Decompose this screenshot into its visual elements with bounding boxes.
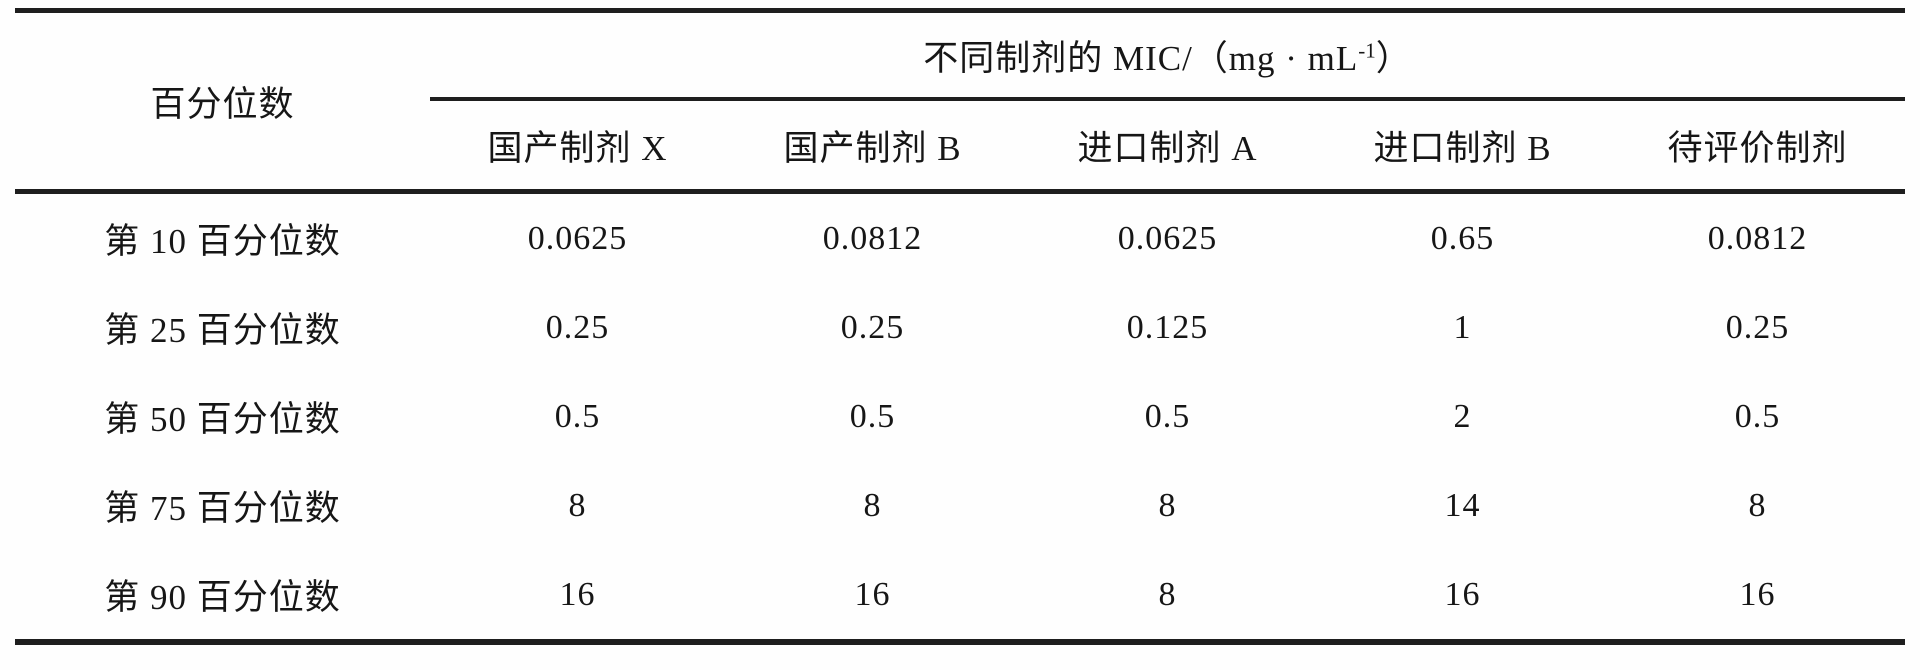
- value-cell: 8: [568, 486, 587, 524]
- value-cell: 0.0812: [822, 219, 923, 257]
- row-label-p25: 第 25 百分位数: [104, 311, 341, 350]
- row-label-p50: 第 50 百分位数: [104, 400, 341, 439]
- stub-header-percentile: 百分位数: [150, 84, 295, 124]
- value-cell: 1: [1453, 308, 1472, 346]
- row-label-p75: 第 75 百分位数: [104, 489, 341, 528]
- spanner-text-prefix: 不同制剂的 MIC/（mg · mL: [923, 38, 1359, 78]
- unit-superscript: -1: [1358, 37, 1376, 62]
- value-cell: 0.0625: [1117, 219, 1218, 257]
- column-header-imported-a: 进口制剂 A: [1020, 97, 1315, 192]
- spanner-header-mic-unit: 不同制剂的 MIC/（mg · mL-1）: [430, 11, 1905, 100]
- column-header-domestic-x: 国产制剂 X: [430, 97, 725, 192]
- spanner-text-suffix: ）: [1375, 38, 1412, 78]
- table-row-p75: 第 75 百分位数 8 8 8 14 8: [15, 461, 1905, 550]
- column-header-imported-b: 进口制剂 B: [1315, 97, 1610, 192]
- value-cell: 0.5: [554, 397, 601, 435]
- value-cell: 8: [1158, 486, 1177, 524]
- value-cell: 8: [863, 486, 882, 524]
- table-body: 第 10 百分位数 0.0625 0.0812 0.0625 0.65 0.08…: [15, 192, 1905, 643]
- value-cell: 8: [1748, 486, 1767, 524]
- value-cell: 16: [559, 575, 596, 613]
- value-cell: 14: [1444, 486, 1481, 524]
- mic-percentile-table: 百分位数 不同制剂的 MIC/（mg · mL-1） 国产制剂 X 国产制剂 B…: [15, 8, 1906, 645]
- value-cell: 8: [1158, 575, 1177, 613]
- row-label-p10: 第 10 百分位数: [104, 222, 341, 261]
- value-cell: 0.125: [1126, 308, 1209, 346]
- table-row-p90: 第 90 百分位数 16 16 8 16 16: [15, 550, 1905, 642]
- row-label-p90: 第 90 百分位数: [104, 578, 341, 617]
- column-header-to-evaluate: 待评价制剂: [1610, 97, 1906, 192]
- value-cell: 0.25: [1725, 308, 1790, 346]
- table-row-p25: 第 25 百分位数 0.25 0.25 0.125 1 0.25: [15, 283, 1905, 372]
- value-cell: 2: [1453, 397, 1472, 435]
- value-cell: 16: [854, 575, 891, 613]
- value-cell: 0.25: [545, 308, 610, 346]
- table-row-p50: 第 50 百分位数 0.5 0.5 0.5 2 0.5: [15, 372, 1905, 461]
- value-cell: 0.25: [840, 308, 905, 346]
- table-header: 百分位数 不同制剂的 MIC/（mg · mL-1） 国产制剂 X 国产制剂 B…: [15, 11, 1906, 192]
- table-row-p10: 第 10 百分位数 0.0625 0.0812 0.0625 0.65 0.08…: [15, 192, 1905, 284]
- value-cell: 0.5: [849, 397, 896, 435]
- value-cell: 0.5: [1734, 397, 1781, 435]
- column-header-domestic-b: 国产制剂 B: [725, 97, 1020, 192]
- value-cell: 16: [1739, 575, 1776, 613]
- value-cell: 0.5: [1144, 397, 1191, 435]
- value-cell: 0.0812: [1707, 219, 1808, 257]
- value-cell: 0.65: [1430, 219, 1495, 257]
- value-cell: 16: [1444, 575, 1481, 613]
- value-cell: 0.0625: [527, 219, 628, 257]
